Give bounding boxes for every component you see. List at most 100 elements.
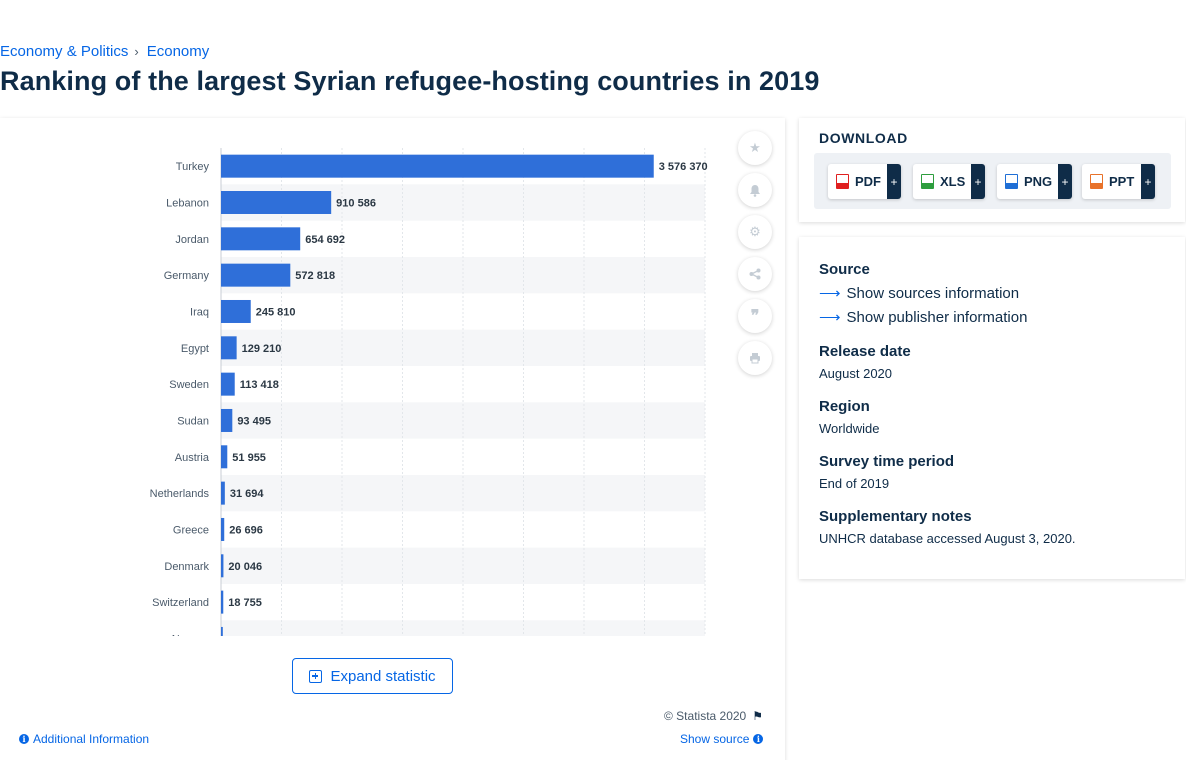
copyright: © Statista 2020 ⚑ — [664, 709, 763, 723]
bar[interactable] — [221, 336, 237, 360]
bar[interactable] — [221, 299, 251, 323]
category-label: Austria — [175, 452, 210, 464]
arrow-right-icon: ⟶ — [819, 309, 841, 326]
download-ppt-label: PPT — [1109, 174, 1135, 189]
additional-information-label: Additional Information — [33, 732, 150, 746]
cite-button[interactable]: ❞ — [738, 299, 772, 333]
bar[interactable] — [221, 590, 224, 614]
page-title: Ranking of the largest Syrian refugee-ho… — [0, 66, 820, 96]
value-label: 26 696 — [229, 524, 263, 536]
info-icon: i — [19, 734, 29, 744]
arrow-right-icon: ⟶ — [819, 285, 841, 302]
flag-icon[interactable]: ⚑ — [752, 709, 763, 723]
category-label: Germany — [164, 270, 210, 282]
breadcrumb-economy-politics[interactable]: Economy & Politics — [0, 43, 129, 60]
gear-icon: ⚙ — [749, 224, 761, 239]
bar[interactable] — [221, 372, 235, 396]
bar[interactable] — [221, 263, 291, 287]
xls-file-icon — [921, 174, 934, 189]
ppt-file-icon — [1090, 174, 1103, 189]
region-label: Region — [819, 398, 870, 415]
row-background — [221, 329, 705, 366]
pdf-file-icon — [836, 174, 849, 189]
download-xls-label: XLS — [940, 174, 966, 189]
star-icon: ★ — [749, 140, 761, 155]
category-label: Sudan — [177, 415, 209, 427]
source-label: Source — [819, 261, 870, 278]
category-label: Jordan — [175, 234, 209, 246]
category-label: Switzerland — [152, 597, 209, 609]
download-panel: PDF + XLS + PNG + PPT + — [814, 153, 1171, 209]
bar[interactable] — [221, 408, 233, 432]
bar[interactable] — [221, 190, 332, 214]
expand-statistic-button[interactable]: Expand statistic — [292, 658, 453, 694]
pdf-plus-icon: + — [887, 164, 901, 199]
supplementary-notes-value: UNHCR database accessed August 3, 2020. — [819, 531, 1076, 546]
print-icon — [750, 353, 760, 364]
value-label: 20 046 — [228, 561, 262, 573]
download-png-label: PNG — [1024, 174, 1053, 189]
share-button[interactable] — [738, 257, 772, 291]
category-label: Egypt — [181, 343, 209, 355]
value-label: 572 818 — [295, 270, 335, 282]
release-date-value: August 2020 — [819, 366, 893, 381]
category-label: Greece — [173, 524, 209, 536]
bar[interactable] — [221, 517, 225, 541]
download-card: DOWNLOAD PDF + XLS + PNG + PPT + — [799, 118, 1185, 222]
bar[interactable] — [221, 626, 223, 636]
show-sources-link[interactable]: ⟶ Show sources information — [819, 284, 1020, 303]
value-label: 51 955 — [232, 452, 266, 464]
value-label: 93 495 — [237, 415, 271, 427]
supplementary-notes-label: Supplementary notes — [819, 508, 972, 525]
show-source-label: Show source — [680, 732, 750, 746]
share-icon — [749, 268, 761, 280]
additional-information-link[interactable]: i Additional Information — [19, 732, 149, 746]
bar[interactable] — [221, 154, 654, 178]
value-label: 31 694 — [230, 488, 265, 500]
breadcrumb-separator: › — [134, 44, 139, 59]
survey-period-label: Survey time period — [819, 453, 955, 470]
download-ppt-button[interactable]: PPT + — [1082, 164, 1155, 199]
value-label: 245 810 — [256, 306, 296, 318]
favorite-button[interactable]: ★ — [738, 131, 772, 165]
value-label: 910 586 — [336, 197, 376, 209]
download-pdf-label: PDF — [855, 174, 881, 189]
row-background — [221, 256, 705, 294]
print-button[interactable] — [738, 341, 772, 375]
bar[interactable] — [221, 481, 225, 505]
png-plus-icon: + — [1058, 164, 1072, 199]
download-pdf-button[interactable]: PDF + — [828, 164, 901, 199]
survey-period-value: End of 2019 — [819, 476, 890, 491]
copyright-text: © Statista 2020 — [664, 709, 747, 723]
expand-label: Expand statistic — [330, 667, 436, 685]
region-value: Worldwide — [819, 421, 880, 436]
value-label: 3 576 370 — [659, 161, 708, 173]
breadcrumb: Economy & Politics › Economy — [0, 43, 209, 60]
show-source-link[interactable]: Show source i — [680, 732, 764, 746]
download-heading: DOWNLOAD — [819, 130, 908, 146]
details-card: Source ⟶ Show sources information ⟶ Show… — [799, 237, 1185, 579]
bell-icon — [750, 184, 760, 197]
download-png-button[interactable]: PNG + — [997, 164, 1072, 199]
breadcrumb-economy[interactable]: Economy — [146, 43, 210, 60]
chart-card: Turkey 3 576 370 Lebanon 910 586 Jordan 654 6… — [0, 118, 785, 760]
category-label: Lebanon — [166, 197, 209, 209]
value-label: 129 210 — [242, 343, 282, 355]
show-publisher-link[interactable]: ⟶ Show publisher information — [819, 308, 1027, 327]
expand-icon — [309, 669, 323, 683]
xls-plus-icon: + — [971, 164, 985, 199]
category-label: Iraq — [190, 306, 209, 318]
value-label: 18 755 — [228, 597, 262, 609]
info-icon: i — [753, 734, 764, 744]
category-label: Norway — [172, 633, 210, 636]
png-file-icon — [1005, 174, 1018, 189]
bar-chart: Turkey 3 576 370 Lebanon 910 586 Jordan 654 6… — [150, 148, 708, 636]
quote-icon: ❞ — [750, 308, 760, 325]
bar[interactable] — [221, 554, 224, 578]
notification-button[interactable] — [738, 173, 772, 207]
download-xls-button[interactable]: XLS + — [913, 164, 985, 199]
settings-button[interactable]: ⚙ — [738, 215, 772, 249]
bar[interactable] — [221, 227, 301, 251]
show-sources-label: Show sources information — [846, 284, 1020, 302]
bar[interactable] — [221, 445, 228, 469]
